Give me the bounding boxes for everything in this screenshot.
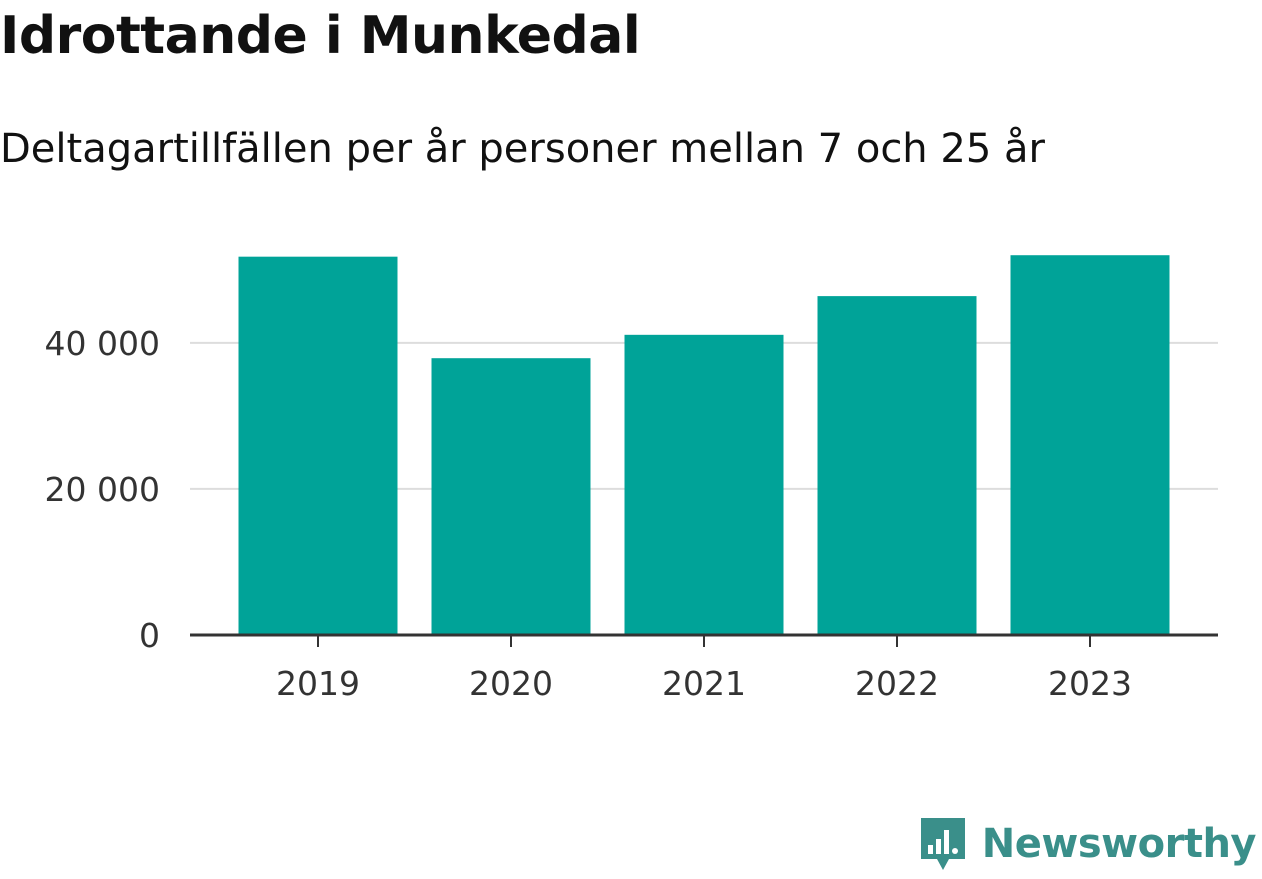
chart-subtitle: Deltagartillfällen per år personer mella… <box>0 126 1045 172</box>
bar <box>238 256 398 635</box>
bar <box>817 296 977 635</box>
chart-title: Idrottande i Munkedal <box>0 6 641 66</box>
axes <box>190 633 1218 647</box>
x-tick-label: 2023 <box>1048 664 1132 703</box>
brand-footer: Newsworthy <box>918 815 1257 873</box>
bar <box>1010 255 1170 635</box>
x-tick-label: 2019 <box>276 664 360 703</box>
y-tick-label: 0 <box>139 616 160 655</box>
brand-name: Newsworthy <box>981 821 1257 867</box>
bar <box>431 358 591 635</box>
x-tick-label: 2022 <box>855 664 939 703</box>
x-tick-label: 2021 <box>662 664 746 703</box>
x-tick-label: 2020 <box>469 664 553 703</box>
newsworthy-logo-icon <box>920 818 965 870</box>
tick-labels: 0 20 000 40 000 2019 2020 2021 2022 2023 <box>45 324 1132 703</box>
bar <box>624 334 784 635</box>
bars <box>238 255 1170 635</box>
y-tick-label: 20 000 <box>45 470 160 509</box>
y-tick-label: 40 000 <box>45 324 160 363</box>
